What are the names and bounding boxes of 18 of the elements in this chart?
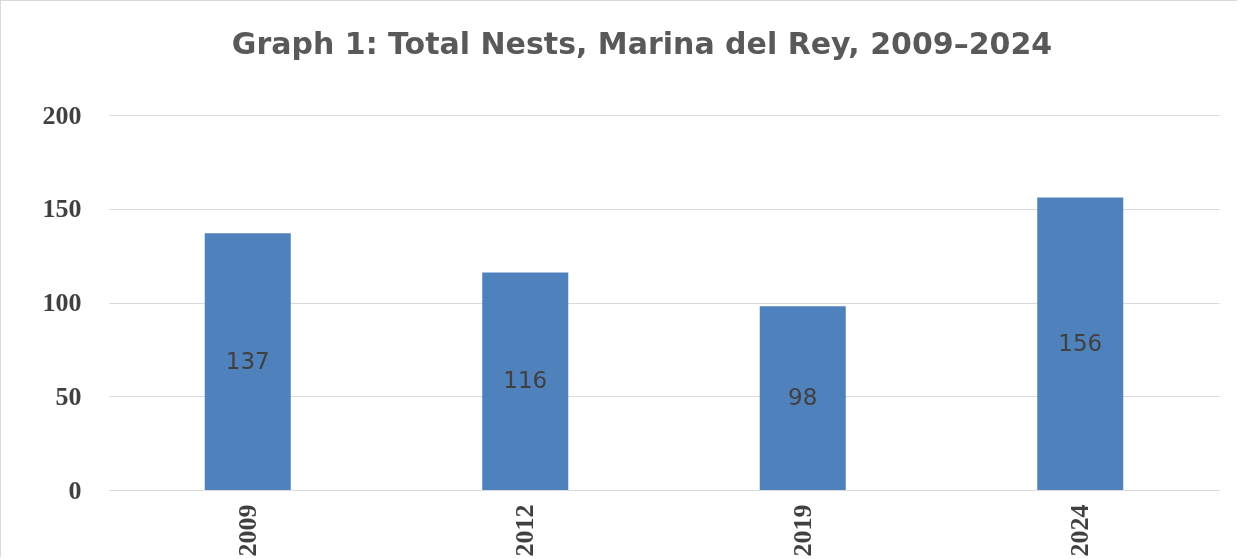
y-tick-label: 200 xyxy=(42,100,82,130)
y-tick-label: 100 xyxy=(42,288,82,317)
chart-title: Graph 1: Total Nests, Marina del Rey, 2009–2024 xyxy=(231,26,1053,61)
y-tick-label: 50 xyxy=(55,381,82,411)
x-tick-label: 2012 xyxy=(510,504,540,557)
x-tick-label: 2009 xyxy=(232,504,262,557)
x-tick-label: 2019 xyxy=(787,504,817,557)
x-tick-label: 2024 xyxy=(1065,504,1095,557)
bar xyxy=(1037,197,1124,490)
bar xyxy=(482,272,569,490)
y-tick-label: 0 xyxy=(68,475,82,505)
data-label: 137 xyxy=(225,347,270,374)
y-tick-label: 150 xyxy=(42,194,82,224)
data-label: 98 xyxy=(788,384,818,411)
data-label: 116 xyxy=(503,367,548,394)
bar xyxy=(759,306,846,490)
data-label: 156 xyxy=(1058,329,1103,356)
bar xyxy=(204,233,291,490)
